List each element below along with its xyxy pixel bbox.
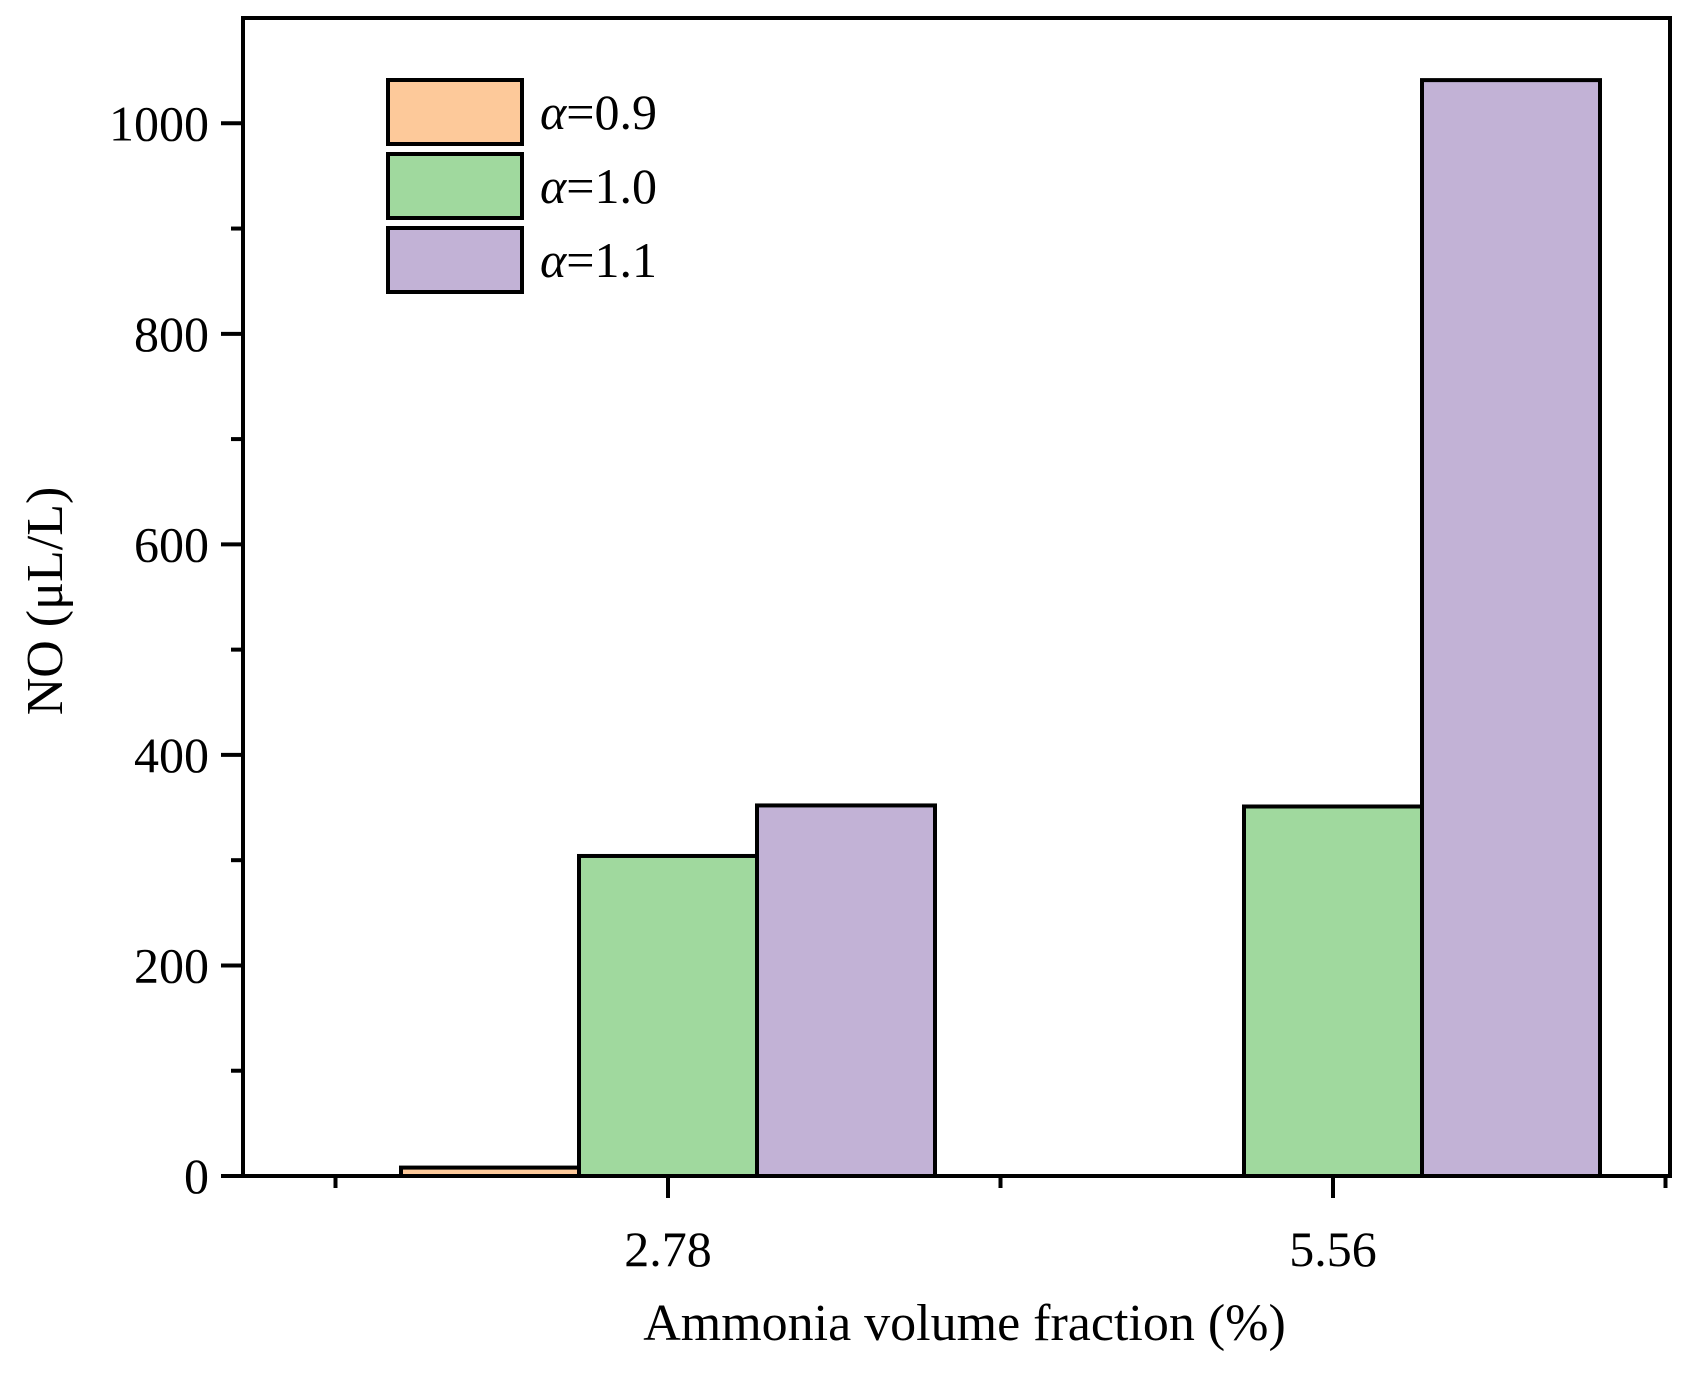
- y-tick-label: 800: [134, 306, 209, 362]
- bar-1.0-5.56: [1242, 804, 1424, 1178]
- legend-label: α=0.9: [540, 84, 657, 140]
- bar-1.0-2.78: [577, 853, 759, 1178]
- y-tick-label: 400: [134, 727, 209, 783]
- legend-swatch: [386, 226, 524, 294]
- x-tick-label: 2.78: [624, 1221, 712, 1277]
- bar-1.1-5.56: [1420, 78, 1602, 1178]
- y-tick-label: 1000: [109, 95, 209, 151]
- legend-label: α=1.1: [540, 232, 657, 288]
- legend-swatch: [386, 78, 524, 146]
- x-tick-label: 5.56: [1289, 1221, 1377, 1277]
- legend-swatch: [386, 152, 524, 220]
- ticks-layer: 0 200 400 600 800 1000 2.78 5.56: [109, 95, 1668, 1277]
- y-tick-label: 0: [184, 1148, 209, 1204]
- plot-frame: [241, 16, 1672, 1178]
- legend-label: α=1.0: [540, 158, 657, 214]
- y-tick-label: 200: [134, 937, 209, 993]
- x-axis-title: Ammonia volume fraction (%): [643, 1295, 1286, 1352]
- y-tick-label: 600: [134, 516, 209, 572]
- y-axis-title: NO (μL/L): [17, 487, 74, 716]
- legend: α=0.9 α=1.0 α=1.1: [386, 78, 657, 294]
- bars-layer: [399, 78, 1602, 1178]
- bar-1.1-2.78: [755, 803, 937, 1178]
